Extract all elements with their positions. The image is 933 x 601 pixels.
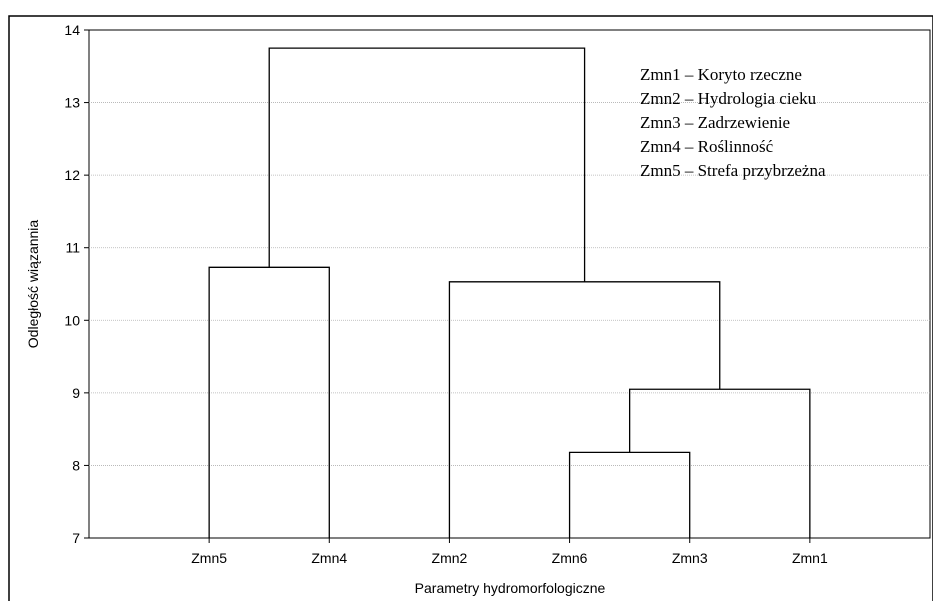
y-tick-label-9: 9 xyxy=(72,385,80,401)
y-axis-title: Odległość wiązannia xyxy=(25,220,41,349)
x-tick-label-Zmn2: Zmn2 xyxy=(432,550,468,566)
grid-layer xyxy=(89,102,930,466)
y-tick-label-13: 13 xyxy=(64,95,80,111)
figure-frame xyxy=(8,15,933,601)
x-tick-label-Zmn6: Zmn6 xyxy=(552,550,588,566)
dendrogram-link-3 xyxy=(448,281,721,538)
y-axis: 7 8 9 10 11 12 13 14 xyxy=(64,22,89,546)
legend-item-5: Zmn5 – Strefa przybrzeżna xyxy=(640,161,826,180)
y-tick-label-14: 14 xyxy=(64,22,80,38)
x-tick-label-Zmn4: Zmn4 xyxy=(311,550,347,566)
dendrogram-link-5 xyxy=(268,47,586,282)
legend-item-4: Zmn4 – Roślinność xyxy=(640,137,774,156)
legend-item-1: Zmn1 – Koryto rzeczne xyxy=(640,65,802,84)
legend-item-3: Zmn3 – Zadrzewienie xyxy=(640,113,790,132)
x-tick-label-Zmn5: Zmn5 xyxy=(191,550,227,566)
y-tick-label-10: 10 xyxy=(64,312,80,328)
y-tick-label-12: 12 xyxy=(64,167,80,183)
legend-item-2: Zmn2 – Hydrologia cieku xyxy=(640,89,817,108)
legend: Zmn1 – Koryto rzeczne Zmn2 – Hydrologia c… xyxy=(640,65,826,180)
dendrogram-link-2 xyxy=(628,388,811,538)
dendrogram-link-4 xyxy=(208,266,330,538)
x-axis-title: Parametry hydromorfologiczne xyxy=(415,580,606,596)
x-tick-label-Zmn1: Zmn1 xyxy=(792,550,828,566)
dendrogram-tree xyxy=(208,47,811,538)
y-tick-label-8: 8 xyxy=(72,457,80,473)
dendrogram-link-1 xyxy=(568,451,691,538)
plot-area xyxy=(88,29,931,539)
y-tick-label-11: 11 xyxy=(65,240,80,256)
x-axis: Zmn5 Zmn4 Zmn2 Zmn6 Zmn3 Zmn1 xyxy=(191,538,828,566)
x-tick-label-Zmn3: Zmn3 xyxy=(672,550,708,566)
y-tick-label-7: 7 xyxy=(72,530,80,546)
